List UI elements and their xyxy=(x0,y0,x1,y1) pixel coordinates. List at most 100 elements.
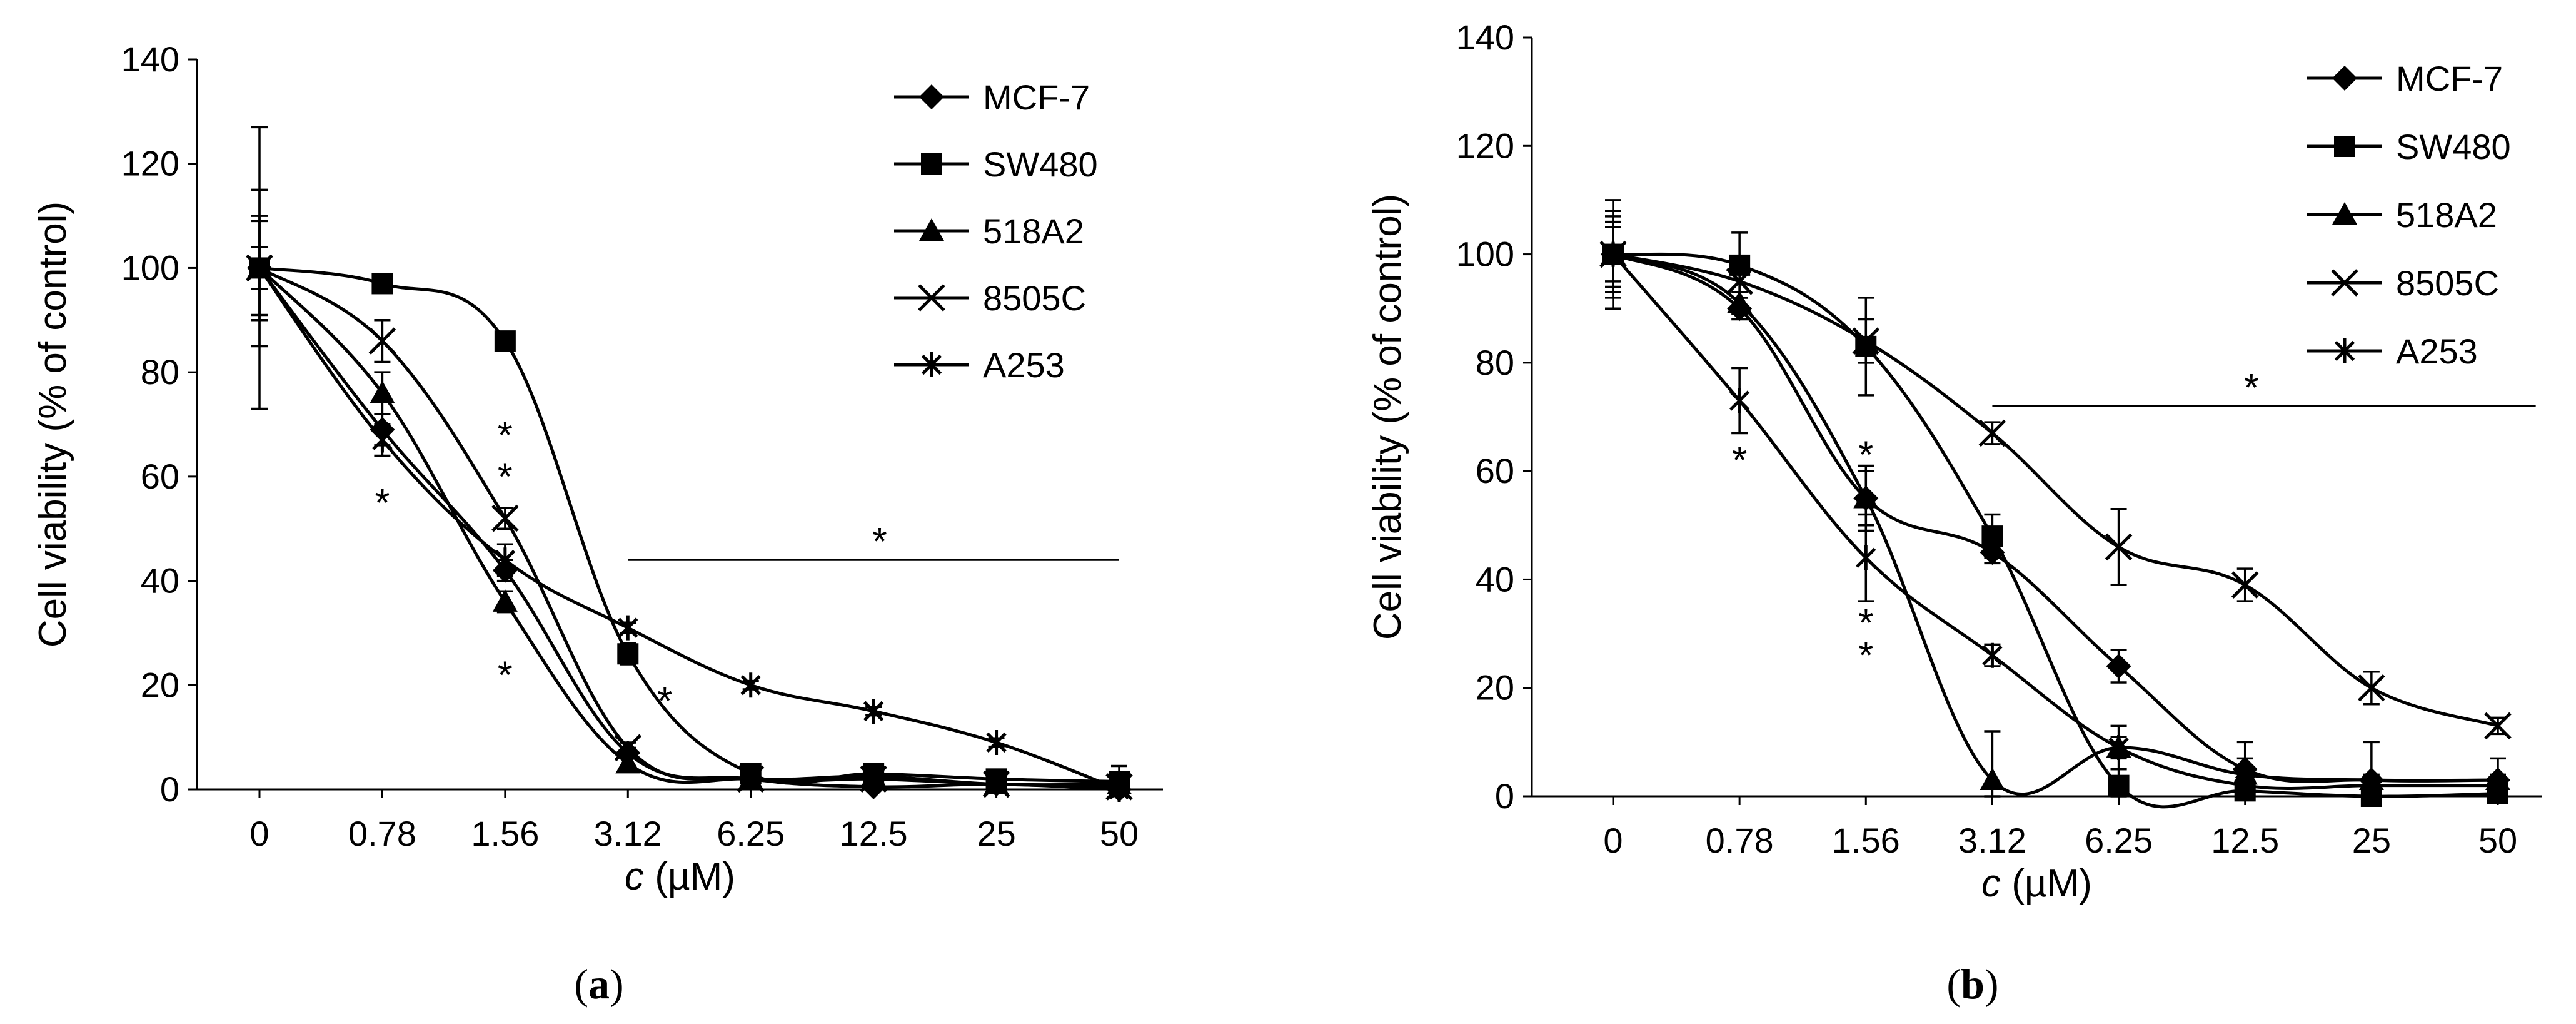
x-axis-label-symbol: c xyxy=(625,855,644,898)
data-point xyxy=(1856,545,1876,570)
y-tick-label: 80 xyxy=(141,352,179,392)
y-tick-label: 120 xyxy=(1456,126,1514,165)
data-point xyxy=(2108,774,2130,796)
caption-letter: a xyxy=(588,960,610,1008)
legend: MCF-7 SW480 518A2 8505C A253 xyxy=(2307,59,2511,371)
series-line xyxy=(258,266,1120,789)
data-point xyxy=(2484,712,2512,740)
data-point xyxy=(491,504,519,532)
data-point xyxy=(617,643,639,665)
data-point xyxy=(2106,654,2131,679)
series-line xyxy=(1613,253,2498,783)
legend-label: 8505C xyxy=(983,278,1086,318)
data-point xyxy=(1726,268,1753,295)
series-line xyxy=(1612,253,2498,791)
data-point xyxy=(492,589,518,612)
x-axis-label: c (µM) xyxy=(1981,862,2092,905)
y-tick-label: 60 xyxy=(1476,451,1514,490)
significance-star: * xyxy=(1732,439,1747,482)
legend-marker xyxy=(919,84,944,109)
panel-caption: (b) xyxy=(1946,960,1998,1008)
legend-label: 518A2 xyxy=(983,211,1084,251)
y-tick-label: 80 xyxy=(1476,343,1514,382)
caption-open: ( xyxy=(1946,960,1961,1008)
y-tick-label: 20 xyxy=(1476,668,1514,707)
data-point xyxy=(740,672,761,698)
legend-label: A253 xyxy=(983,345,1065,385)
data-point xyxy=(2487,773,2508,798)
x-tick-label: 0.78 xyxy=(348,814,416,853)
data-point xyxy=(1980,768,2005,791)
x-axis-label-unit: (µM) xyxy=(644,855,735,898)
data-point xyxy=(2235,773,2255,798)
data-point xyxy=(2358,674,2385,702)
y-axis-label: Cell viability (% of control) xyxy=(31,201,74,647)
y-tick-label: 100 xyxy=(1456,235,1514,274)
legend-marker xyxy=(2334,136,2355,157)
caption-close: ) xyxy=(610,960,624,1008)
chart-panel-b: 0 20 40 60 80 100 120 140 0 0.78 1.56 3.12 6.25 12.5 2… xyxy=(1366,18,2542,1008)
legend-marker xyxy=(921,352,942,377)
data-point xyxy=(372,427,393,453)
significance-bar-star: * xyxy=(872,520,887,564)
legend-label: SW480 xyxy=(983,144,1098,184)
panel-caption: (a) xyxy=(574,960,623,1008)
significance-star: * xyxy=(657,680,672,723)
caption-close: ) xyxy=(1985,960,1999,1008)
legend-marker xyxy=(918,284,945,312)
x-tick-label: 1.56 xyxy=(471,814,539,853)
series-line xyxy=(1613,253,2498,796)
y-tick-label: 140 xyxy=(121,39,179,79)
data-point xyxy=(2108,735,2129,761)
legend-marker xyxy=(2332,66,2357,91)
data-point xyxy=(1602,241,1624,267)
x-tick-label: 50 xyxy=(1100,814,1139,853)
x-tick-label: 25 xyxy=(977,814,1015,853)
data-point xyxy=(737,765,765,793)
legend-marker xyxy=(919,218,944,241)
x-tick-label: 3.12 xyxy=(594,814,662,853)
data-point xyxy=(368,327,396,355)
y-tick-label: 140 xyxy=(1456,18,1514,57)
y-tick-label: 100 xyxy=(121,248,179,287)
x-tick-label: 12.5 xyxy=(2211,821,2279,860)
data-point xyxy=(863,698,884,724)
caption-open: ( xyxy=(574,960,588,1008)
legend: MCF-7 SW480 518A2 8505C A253 xyxy=(894,78,1098,385)
y-tick-label: 40 xyxy=(141,561,179,601)
x-tick-label: 0 xyxy=(249,814,269,853)
legend-marker xyxy=(2334,338,2355,363)
data-point xyxy=(1727,290,1753,313)
y-tick-label: 20 xyxy=(141,665,179,704)
data-point xyxy=(2361,773,2382,798)
significance-star: * xyxy=(1858,433,1873,477)
legend-label: SW480 xyxy=(2396,127,2511,166)
data-point xyxy=(249,255,270,281)
x-tick-label: 6.25 xyxy=(2085,821,2153,860)
significance-star: * xyxy=(1858,634,1873,677)
legend-label: 518A2 xyxy=(2396,195,2497,235)
data-point xyxy=(860,765,887,793)
significance-star: * xyxy=(498,456,513,499)
data-point xyxy=(1978,419,2006,447)
y-tick-label: 0 xyxy=(1495,776,1514,816)
legend-label: MCF-7 xyxy=(2396,59,2503,98)
x-tick-label: 50 xyxy=(2478,821,2517,860)
x-tick-label: 12.5 xyxy=(840,814,908,853)
data-point xyxy=(614,734,642,762)
x-axis-label: c (µM) xyxy=(625,855,735,898)
significance-star: * xyxy=(1858,602,1873,645)
legend-marker xyxy=(921,153,942,175)
series-a253 xyxy=(249,220,1130,802)
x-tick-label: 0.78 xyxy=(1706,821,1774,860)
data-point xyxy=(1729,388,1750,413)
data-point xyxy=(615,751,641,774)
data-point xyxy=(371,273,393,295)
series-518a2 xyxy=(1601,220,2510,798)
data-point xyxy=(982,770,1010,798)
y-axis-label: Cell viability (% of control) xyxy=(1366,194,1409,640)
y-tick-label: 40 xyxy=(1476,559,1514,599)
series-8505c xyxy=(1599,210,2512,740)
series-line xyxy=(1613,253,2498,727)
